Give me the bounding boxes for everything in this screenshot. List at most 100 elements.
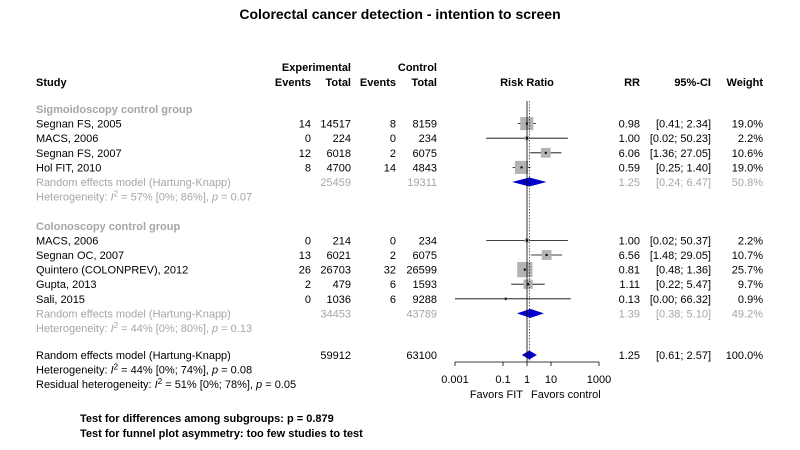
subgroup-ci: [0.38; 5.10]	[656, 308, 711, 320]
rr-value: 0.81	[619, 265, 640, 277]
header-rr: RR	[624, 77, 640, 89]
subgroup-weight: 50.8%	[732, 177, 763, 189]
header-experimental: Experimental	[282, 62, 351, 74]
chart-title: Colorectal cancer detection - intention …	[239, 6, 560, 22]
subgroup-ctrl-total: 19311	[407, 177, 437, 189]
ctrl-total: 8159	[413, 119, 437, 131]
ci-value: [0.41; 2.34]	[656, 119, 711, 131]
weight-value: 2.2%	[738, 133, 763, 145]
subgroup-rr: 1.39	[619, 308, 640, 320]
overall-label: Random effects model (Hartung-Knapp)	[36, 350, 231, 362]
weight-value: 25.7%	[732, 265, 763, 277]
subgroup-heterogeneity: Heterogeneity: I2 = 44% [0%; 80%], p = 0…	[36, 321, 252, 335]
study-name: MACS, 2006	[36, 235, 98, 247]
exp-events: 2	[305, 279, 311, 291]
x-tick-label: 0.1	[495, 374, 510, 386]
study-name: Sali, 2015	[36, 294, 85, 306]
overall-ci: [0.61; 2.57]	[656, 350, 711, 362]
ctrl-events: 8	[390, 119, 396, 131]
ci-value: [0.22; 5.47]	[656, 279, 711, 291]
ctrl-events: 6	[390, 279, 396, 291]
header-weight: Weight	[727, 77, 764, 89]
exp-total: 4700	[327, 162, 351, 174]
subgroup-ctrl-total: 43789	[406, 308, 437, 320]
study-name: Gupta, 2013	[36, 279, 97, 291]
exp-events: 0	[305, 294, 311, 306]
funnel-test: Test for funnel plot asymmetry: too few …	[80, 428, 363, 440]
point-estimate	[527, 283, 530, 286]
header-ci: 95%-CI	[674, 77, 711, 89]
exp-events: 8	[305, 162, 311, 174]
subgroup-weight: 49.2%	[732, 308, 763, 320]
ci-value: [0.02; 50.23]	[650, 133, 711, 145]
overall-exp-total: 59912	[320, 350, 351, 362]
study-name: Quintero (COLONPREV), 2012	[36, 265, 188, 277]
exp-events: 0	[305, 235, 311, 247]
rr-value: 0.98	[619, 119, 640, 131]
subgroup-rr: 1.25	[619, 177, 640, 189]
study-name: Segnan FS, 2007	[36, 148, 122, 160]
ctrl-events: 0	[390, 133, 396, 145]
point-estimate	[545, 254, 548, 256]
residual-heterogeneity: Residual heterogeneity: I2 = 51% [0%; 78…	[36, 377, 296, 391]
rr-value: 6.56	[619, 250, 640, 262]
header-risk-ratio: Risk Ratio	[500, 77, 554, 89]
subgroup-test: Test for differences among subgroups: p …	[80, 413, 334, 425]
subgroup-ci: [0.24; 6.47]	[656, 177, 711, 189]
header-exp-total: Total	[326, 77, 351, 89]
ci-value: [0.25; 1.40]	[656, 162, 711, 174]
rr-value: 1.11	[619, 279, 640, 291]
ctrl-events: 32	[384, 265, 396, 277]
subgroup-summary-label: Random effects model (Hartung-Knapp)	[36, 308, 231, 320]
ci-value: [0.02; 50.37]	[650, 235, 711, 247]
ctrl-events: 2	[390, 148, 396, 160]
x-tick-label: 10	[545, 374, 557, 386]
ctrl-events: 6	[390, 294, 396, 306]
subgroup-label: Colonoscopy control group	[36, 221, 180, 233]
ctrl-total: 6075	[413, 148, 437, 160]
weight-value: 19.0%	[732, 119, 763, 131]
exp-total: 214	[333, 235, 351, 247]
ctrl-total: 6075	[413, 250, 437, 262]
subgroup-exp-total: 25459	[320, 177, 351, 189]
ci-value: [0.48; 1.36]	[656, 265, 711, 277]
ctrl-total: 9288	[413, 294, 437, 306]
weight-value: 0.9%	[738, 294, 763, 306]
header-ctrl-events: Events	[360, 77, 396, 89]
exp-total: 1036	[327, 294, 351, 306]
overall-ctrl-total: 63100	[406, 350, 437, 362]
ci-value: [0.00; 66.32]	[650, 294, 711, 306]
exp-events: 26	[299, 265, 311, 277]
study-name: Segnan FS, 2005	[36, 119, 122, 131]
ctrl-total: 234	[419, 133, 437, 145]
exp-total: 14517	[320, 119, 351, 131]
header-ctrl-total: Total	[412, 77, 437, 89]
rr-value: 6.06	[619, 148, 640, 160]
subgroup-diamond	[516, 308, 544, 318]
x-tick-label: 1000	[587, 374, 611, 386]
point-estimate	[523, 268, 526, 271]
favors-right-label: Favors control	[531, 389, 601, 401]
x-tick-label: 1	[524, 374, 530, 386]
overall-heterogeneity: Heterogeneity: I2 = 44% [0%; 74%], p = 0…	[36, 363, 252, 377]
overall-weight: 100.0%	[726, 350, 764, 362]
exp-total: 6018	[327, 148, 351, 160]
ci-value: [1.48; 29.05]	[650, 250, 711, 262]
subgroup-label: Sigmoidoscopy control group	[36, 104, 193, 116]
exp-events: 12	[299, 148, 311, 160]
ci-value: [1.36; 27.05]	[650, 148, 711, 160]
rr-value: 1.00	[619, 235, 640, 247]
subgroup-summary-label: Random effects model (Hartung-Knapp)	[36, 177, 231, 189]
weight-value: 19.0%	[732, 162, 763, 174]
exp-events: 14	[299, 119, 311, 131]
ctrl-total: 1593	[413, 279, 437, 291]
rr-value: 1.00	[619, 133, 640, 145]
exp-total: 224	[333, 133, 351, 145]
exp-total: 6021	[327, 250, 351, 262]
subgroup-heterogeneity: Heterogeneity: I2 = 57% [0%; 86%], p = 0…	[36, 190, 252, 204]
exp-total: 479	[333, 279, 351, 291]
rr-value: 0.59	[619, 162, 640, 174]
rr-value: 0.13	[619, 294, 640, 306]
